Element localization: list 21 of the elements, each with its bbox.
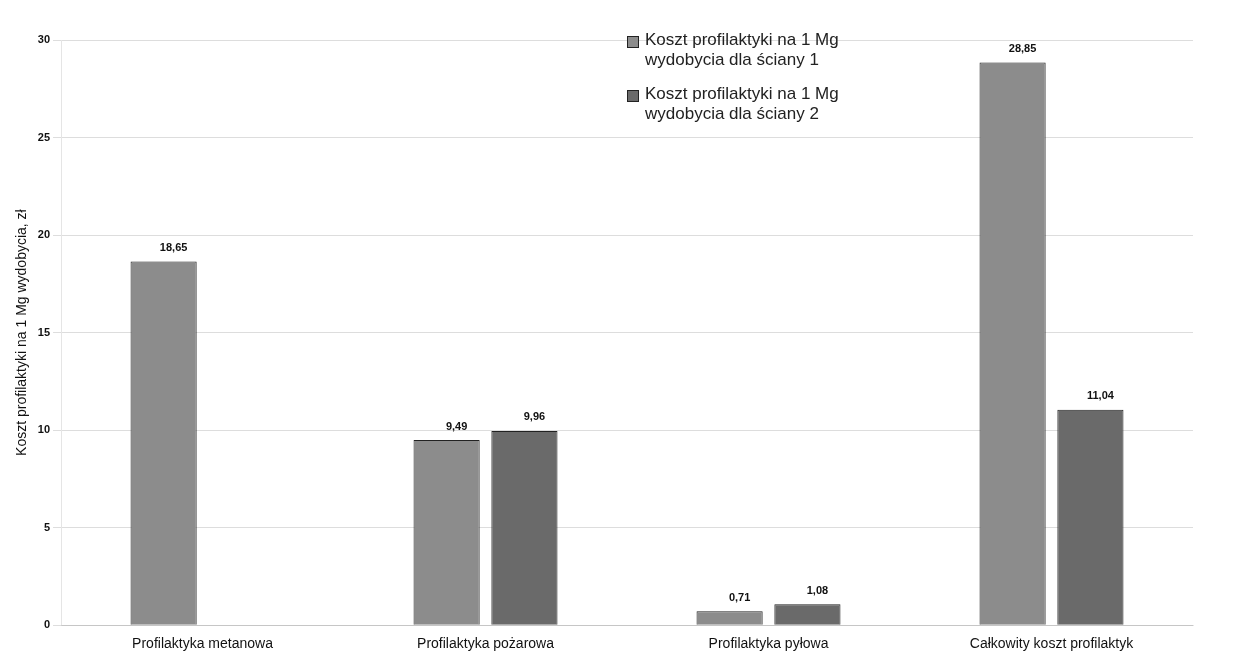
data-label: 9,49 xyxy=(445,419,468,432)
data-label: 9,96 xyxy=(523,410,546,423)
y-axis-title: Koszt profilaktyki na 1 Mg wydobycia, zł xyxy=(13,208,30,456)
data-label: 1,08 xyxy=(806,583,829,596)
data-label: 18,65 xyxy=(159,240,188,253)
data-label: 28,85 xyxy=(1008,41,1037,54)
data-label: 0,71 xyxy=(728,590,751,603)
x-tick-label: Profilaktyka metanowa xyxy=(132,635,274,652)
y-tick-label: 30 xyxy=(37,33,51,46)
y-tick-label: 15 xyxy=(37,325,51,338)
y-tick-label: 5 xyxy=(43,520,51,533)
legend-label: Koszt profilaktyki na 1 Mg wydobycia dla ściany 2 xyxy=(645,84,840,124)
y-tick-label: 10 xyxy=(37,423,51,436)
x-tick-label: Profilaktyka pyłowa xyxy=(708,635,829,652)
y-tick-label: 25 xyxy=(37,130,51,143)
x-tick-label: Całkowity koszt profilaktyk xyxy=(969,635,1135,652)
y-tick-label: 0 xyxy=(43,618,51,631)
data-label: 11,04 xyxy=(1086,389,1115,402)
x-tick-label: Profilaktyka pożarowa xyxy=(417,635,555,652)
y-tick-label: 20 xyxy=(37,228,51,241)
legend-label: Koszt profilaktyki na 1 Mg wydobycia dla ściany 1 xyxy=(645,30,840,70)
